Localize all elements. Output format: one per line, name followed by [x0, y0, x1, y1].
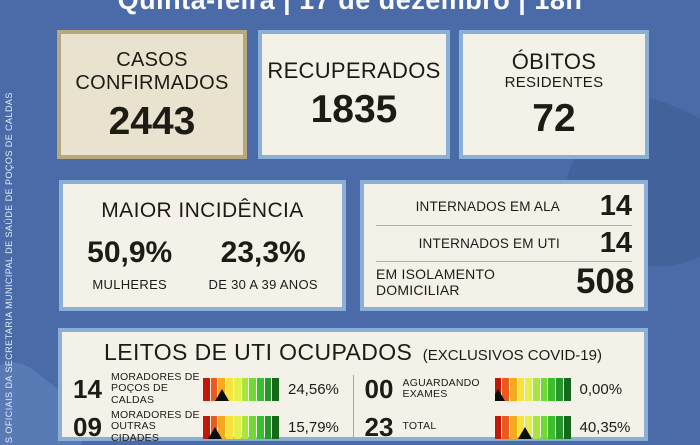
icu-right-column: 00 AGUARDANDO EXAMES 0,00% 23 TOTAL 40,3…	[362, 373, 637, 443]
deaths-sublabel: RESIDENTES	[504, 73, 604, 91]
icu-title: LEITOS DE UTI OCUPADOS	[104, 339, 413, 365]
gauge-pointer-icon	[214, 388, 229, 401]
confirmed-label-line1: CASOS	[116, 49, 188, 71]
icu-total-label-line1: TOTAL	[402, 420, 437, 433]
icu-aguardando-label-line1: AGUARDANDO	[402, 376, 480, 389]
icu-pocos-percent: 24,56%	[288, 380, 339, 398]
icu-pocos-label: MORADORES DE POÇOS DE CALDAS	[110, 370, 203, 407]
incidence-women-value: 50,9%	[87, 236, 173, 269]
incidence-title: MAIOR INCIDÊNCIA	[101, 199, 304, 222]
date-header: Quinta-feira | 17 de dezembro | 18h	[117, 0, 583, 15]
icu-pocos-label-line2: POÇOS DE CALDAS	[111, 382, 169, 406]
icu-left-column: 14 MORADORES DE POÇOS DE CALDAS 24,56% 0…	[70, 370, 345, 445]
icu-outras-label-line2: OUTRAS CIDADES	[111, 420, 160, 444]
icu-column-divider	[352, 375, 354, 441]
icu-outras-count: 09	[73, 411, 102, 442]
deaths-label: ÓBITOS	[511, 48, 597, 74]
icu-row-total: 23 TOTAL 40,35%	[365, 411, 634, 443]
gauge-pointer-icon	[208, 426, 222, 439]
icu-row-aguardando: 00 AGUARDANDO EXAMES 0,00%	[365, 373, 634, 405]
icu-pocos-count: 14	[73, 373, 102, 404]
icu-row-pocos: 14 MORADORES DE POÇOS DE CALDAS 24,56%	[73, 370, 342, 407]
icu-aguardando-gauge	[494, 377, 571, 401]
card-internados: INTERNADOS EM ALA 14 INTERNADOS EM UTI 1…	[360, 180, 648, 311]
icu-aguardando-label-line2: EXAMES	[402, 388, 448, 400]
icu-total-label: TOTAL	[402, 421, 495, 433]
hosp-uti-label: INTERNADOS EM UTI	[418, 235, 560, 251]
incidence-age-value: 23,3%	[220, 236, 306, 269]
deaths-value: 72	[532, 96, 576, 140]
hosp-isolamento-label: EM ISOLAMENTO DOMICILIAR	[376, 266, 496, 298]
hosp-row-uti: INTERNADOS EM UTI 14	[376, 224, 632, 262]
card-obitos: ÓBITOS RESIDENTES 72	[459, 30, 649, 159]
sidebar-vertical-text: S OFICIAIS DA SECRETARIA MUNICIPAL DE SA…	[4, 92, 14, 443]
hosp-isolamento-value: 508	[576, 262, 635, 301]
icu-aguardando-count: 00	[364, 373, 394, 404]
hosp-row-ala: INTERNADOS EM ALA 14	[376, 189, 632, 225]
icu-total-gauge	[494, 415, 571, 439]
incidence-women-label: MULHERES	[92, 277, 168, 292]
icu-total-percent: 40,35%	[579, 418, 631, 436]
icu-total-count: 23	[364, 411, 394, 442]
icu-outras-label-line1: MORADORES DE	[111, 408, 200, 421]
incidence-item-age: 23,3% DE 30 A 39 ANOS	[209, 236, 318, 292]
icu-row-outras: 09 MORADORES DE OUTRAS CIDADES 15,79%	[73, 408, 342, 445]
card-maior-incidencia: MAIOR INCIDÊNCIA 50,9% MULHERES 23,3% DE…	[59, 180, 346, 311]
icu-outras-label: MORADORES DE OUTRAS CIDADES	[110, 408, 203, 445]
card-leitos-uti: LEITOS DE UTI OCUPADOS (EXCLUSIVOS COVID…	[58, 328, 648, 445]
hosp-ala-value: 14	[599, 190, 632, 223]
incidence-age-label: DE 30 A 39 ANOS	[208, 277, 318, 292]
recovered-label: RECUPERADOS	[267, 57, 441, 83]
icu-pocos-gauge	[203, 377, 279, 401]
icu-aguardando-percent: 0,00%	[579, 380, 623, 398]
incidence-item-women: 50,9% MULHERES	[87, 236, 172, 292]
gauge-pointer-icon	[494, 388, 505, 401]
hosp-ala-label: INTERNADOS EM ALA	[415, 199, 560, 215]
icu-outras-gauge	[203, 415, 279, 439]
icu-outras-percent: 15,79%	[288, 418, 339, 436]
card-casos-confirmados: CASOS CONFIRMADOS 2443	[57, 30, 247, 159]
hosp-row-isolamento: EM ISOLAMENTO DOMICILIAR 508	[376, 261, 635, 302]
icu-aguardando-label: AGUARDANDO EXAMES	[402, 376, 495, 401]
card-recuperados: RECUPERADOS 1835	[258, 30, 450, 159]
hosp-uti-value: 14	[599, 226, 632, 259]
gauge-pointer-icon	[518, 426, 533, 439]
icu-titlebar: LEITOS DE UTI OCUPADOS (EXCLUSIVOS COVID…	[70, 339, 636, 366]
confirmed-value: 2443	[108, 100, 196, 143]
icu-pocos-label-line1: MORADORES DE	[111, 370, 200, 383]
confirmed-label-line2: CONFIRMADOS	[75, 72, 229, 94]
icu-subtitle: (EXCLUSIVOS COVID-19)	[422, 347, 602, 364]
recovered-value: 1835	[310, 87, 398, 131]
